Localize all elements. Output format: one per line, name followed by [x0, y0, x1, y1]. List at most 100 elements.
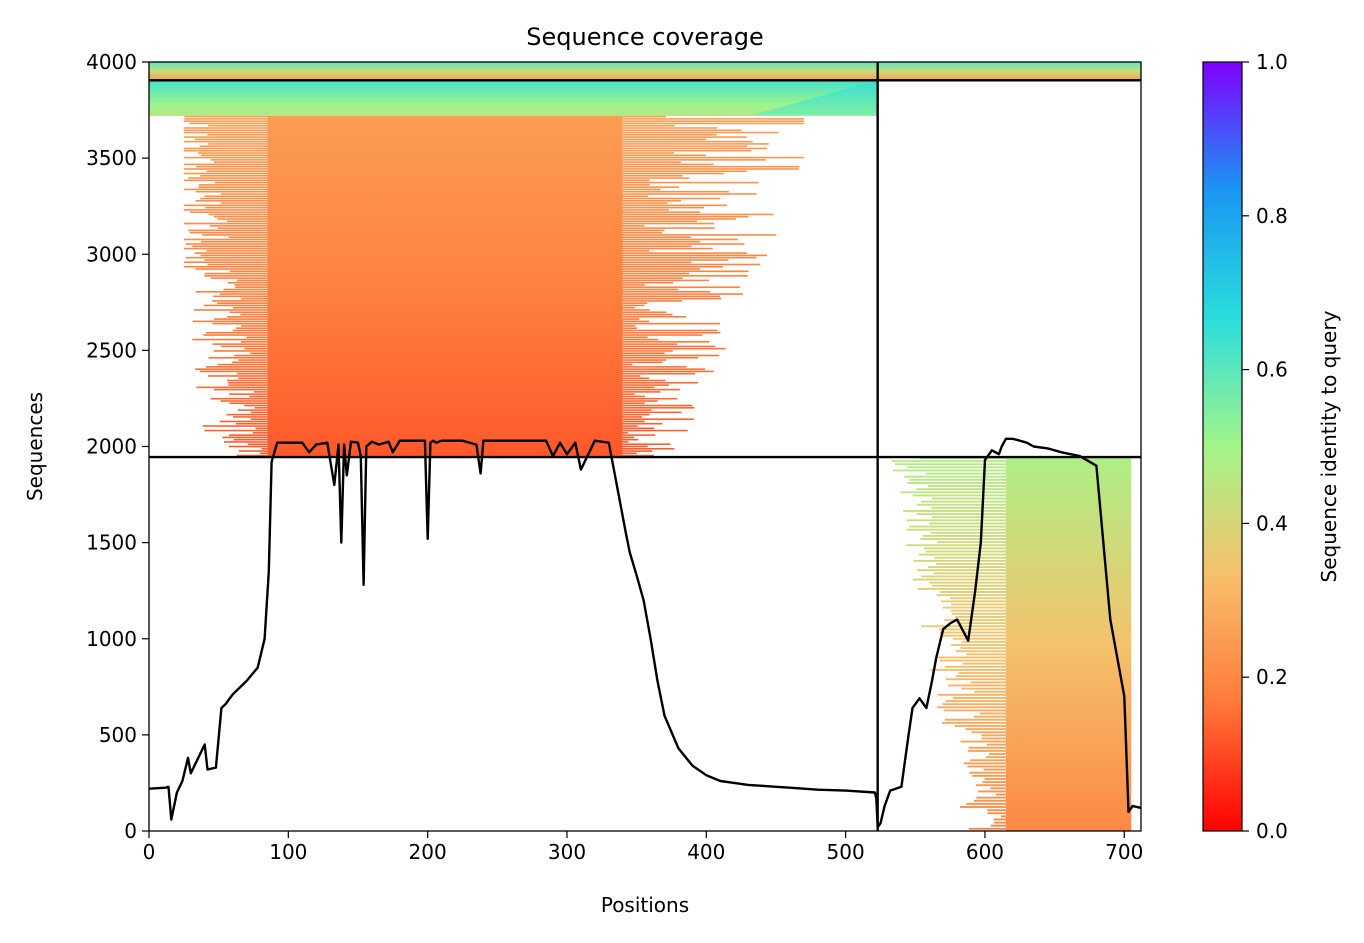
- coverage-row-left: [194, 252, 268, 254]
- coverage-row-left: [202, 234, 268, 236]
- coverage-row-left: [183, 179, 268, 182]
- coverage-row-left: [259, 452, 268, 455]
- coverage-row-right: [622, 384, 669, 386]
- coverage-row-right: [622, 454, 654, 457]
- coverage-row-lower-right: [921, 625, 1006, 628]
- coverage-row-right: [622, 159, 766, 161]
- coverage-row-left: [227, 281, 268, 284]
- coverage-row-lower-right: [916, 488, 1006, 491]
- coverage-row-left: [183, 209, 268, 211]
- coverage-row-left: [247, 443, 268, 446]
- coverage-row-cyan: [149, 103, 790, 106]
- coverage-row-left: [229, 393, 268, 395]
- coverage-row-left: [183, 163, 268, 166]
- coverage-row-lower-right: [939, 628, 1006, 631]
- coverage-row-left: [207, 263, 268, 266]
- coverage-row-right: [622, 327, 637, 329]
- coverage-row-right: [622, 236, 691, 238]
- coverage-row-left: [196, 165, 268, 168]
- coverage-row-right: [622, 172, 725, 175]
- coverage-row-left: [183, 247, 268, 250]
- coverage-row-right: [622, 434, 656, 436]
- coverage-row-right: [622, 334, 703, 336]
- coverage-row-lower-right: [958, 672, 1006, 674]
- coverage-row-cyan: [149, 88, 845, 90]
- coverage-row-left: [213, 295, 268, 298]
- coverage-row-cyan: [149, 99, 807, 101]
- coverage-row-left: [195, 190, 268, 193]
- coverage-row-left: [188, 177, 268, 179]
- coverage-row-right: [622, 413, 650, 416]
- coverage-row-right: [622, 316, 687, 318]
- coverage-row-lower-right: [955, 615, 1006, 618]
- coverage-row-right: [622, 313, 673, 316]
- coverage-row-left: [223, 288, 268, 291]
- coverage-row-lower-right: [939, 659, 1006, 662]
- coverage-row-right: [622, 432, 628, 434]
- coverage-row-left: [183, 156, 268, 159]
- coverage-row-lower-right: [990, 787, 1006, 790]
- coverage-row-left: [214, 181, 268, 184]
- coverage-row-left: [195, 200, 268, 202]
- coverage-row-right: [622, 443, 671, 446]
- coverage-row-lower-right: [984, 778, 1006, 780]
- coverage-row-cyan: [149, 82, 866, 84]
- coverage-row-lower-right: [960, 740, 1006, 743]
- coverage-row-lower-right: [913, 559, 1006, 562]
- coverage-row-right: [622, 202, 668, 204]
- coverage-row-right: [622, 263, 761, 266]
- y-axis-label: Sequences: [23, 392, 47, 501]
- coverage-row-right: [622, 136, 747, 138]
- coverage-row-left: [197, 152, 268, 154]
- coverage-row-left: [232, 329, 268, 332]
- coverage-row-left: [228, 434, 268, 436]
- coverage-row-left: [189, 122, 268, 125]
- coverage-row-right: [622, 275, 748, 277]
- coverage-row-left: [229, 311, 268, 314]
- coverage-row-right: [622, 322, 721, 325]
- coverage-row-lower-right: [900, 491, 1006, 494]
- coverage-row-left: [240, 313, 268, 316]
- colorbar: [1202, 61, 1243, 832]
- coverage-row-lower-right: [946, 678, 1006, 681]
- coverage-row-left: [252, 432, 268, 434]
- coverage-row-cyan: [149, 87, 849, 89]
- coverage-row-right: [622, 245, 692, 248]
- coverage-row-lower-right: [956, 622, 1006, 625]
- coverage-row-left: [244, 404, 268, 407]
- coverage-row-left: [233, 438, 268, 441]
- y-tick-label: 3000: [86, 242, 137, 266]
- coverage-row-right: [622, 447, 675, 450]
- coverage-row-left: [229, 402, 268, 405]
- coverage-row-left: [203, 334, 268, 336]
- coverage-row-left: [234, 284, 268, 286]
- coverage-row-left: [198, 186, 268, 188]
- coverage-row-left: [183, 129, 268, 132]
- coverage-row-cyan: [149, 90, 836, 93]
- coverage-row-left: [241, 297, 268, 300]
- coverage-row-cyan: [149, 108, 774, 110]
- coverage-row-left: [254, 407, 268, 409]
- coverage-row-left: [185, 256, 268, 259]
- coverage-row-right: [622, 436, 635, 439]
- coverage-row-right: [622, 163, 714, 166]
- coverage-row-lower-right: [969, 771, 1006, 774]
- coverage-row-left: [184, 115, 268, 118]
- coverage-row-left: [226, 413, 268, 416]
- coverage-row-right: [622, 168, 799, 170]
- coverage-row-right: [622, 341, 710, 343]
- coverage-row-left: [183, 120, 268, 122]
- coverage-row-right: [622, 138, 707, 141]
- coverage-row-left: [208, 213, 268, 216]
- coverage-row-left: [192, 338, 268, 341]
- coverage-row-right: [622, 220, 698, 223]
- coverage-row-lower-right: [932, 584, 1006, 587]
- coverage-row-right: [622, 215, 749, 218]
- coverage-row-right: [622, 427, 655, 430]
- coverage-row-lower-right: [952, 637, 1006, 640]
- coverage-row-right: [622, 400, 658, 402]
- coverage-row-lower-right: [937, 656, 1006, 659]
- coverage-row-right: [622, 377, 649, 380]
